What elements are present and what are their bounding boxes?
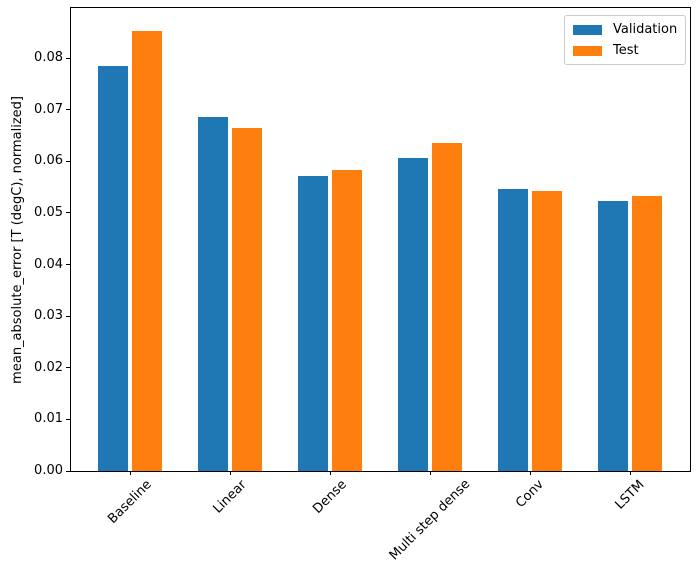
legend-label-validation: Validation xyxy=(613,22,678,37)
y-axis-label-text: mean_absolute_error [T (degC), normalize… xyxy=(9,95,25,384)
bar-validation-lstm xyxy=(597,200,628,471)
y-tick-mark xyxy=(66,315,70,317)
x-tick-label-multi-step-dense: Multi step dense xyxy=(387,477,474,564)
bar-validation-conv xyxy=(497,189,528,471)
x-tick-label-linear: Linear xyxy=(210,477,251,517)
bar-test-lstm xyxy=(631,195,662,471)
x-tick-mark xyxy=(630,471,631,475)
x-tick-label-lstm: LSTM xyxy=(612,477,649,513)
y-tick-label: 0.04 xyxy=(34,256,63,272)
legend-swatch-validation xyxy=(573,24,602,35)
y-tick-mark xyxy=(66,470,70,472)
bar-validation-dense xyxy=(297,175,328,471)
y-tick-mark xyxy=(66,264,70,266)
y-tick-label: 0.06 xyxy=(34,153,63,169)
y-tick-label: 0.00 xyxy=(34,463,63,478)
legend: Validation Test xyxy=(564,15,687,65)
x-tick-mark xyxy=(430,471,431,475)
legend-label-test: Test xyxy=(613,43,639,58)
y-tick-label: 0.02 xyxy=(34,359,63,375)
bar-test-dense xyxy=(331,170,362,471)
y-tick-mark xyxy=(66,160,70,162)
y-tick-mark xyxy=(66,57,70,59)
bar-test-linear xyxy=(231,128,262,471)
x-tick-label-box: Baseline xyxy=(105,477,156,527)
bar-test-conv xyxy=(531,190,562,471)
y-tick-label: 0.03 xyxy=(34,308,63,324)
y-tick-label: 0.01 xyxy=(34,411,63,427)
y-tick-mark xyxy=(66,212,70,214)
x-tick-label-box: LSTM xyxy=(612,477,648,513)
x-tick-label-baseline: Baseline xyxy=(105,477,156,527)
y-tick-mark xyxy=(66,367,70,369)
y-tick-label: 0.07 xyxy=(34,101,63,117)
y-tick-mark xyxy=(66,109,70,111)
y-axis-label: mean_absolute_error [T (degC), normalize… xyxy=(8,7,26,472)
legend-swatch-test xyxy=(573,45,602,56)
x-tick-label-box: Linear xyxy=(211,477,251,517)
plot-area xyxy=(70,7,691,472)
x-tick-mark xyxy=(230,471,231,475)
y-tick-mark xyxy=(66,418,70,420)
x-tick-label-conv: Conv xyxy=(513,477,548,512)
legend-item-test: Test xyxy=(573,43,677,58)
x-tick-mark xyxy=(530,471,531,475)
bar-validation-multi-step-dense xyxy=(397,158,428,471)
y-tick-label: 0.08 xyxy=(34,50,63,66)
x-tick-label-box: Multi step dense xyxy=(387,477,474,564)
legend-item-validation: Validation xyxy=(573,22,677,37)
bar-test-multi-step-dense xyxy=(431,143,462,471)
bar-validation-baseline xyxy=(97,65,128,471)
x-tick-label-dense: Dense xyxy=(310,477,351,517)
x-tick-mark xyxy=(130,471,131,475)
x-tick-mark xyxy=(330,471,331,475)
x-tick-label-box: Dense xyxy=(310,477,351,517)
bar-test-baseline xyxy=(131,31,162,471)
y-tick-label: 0.05 xyxy=(34,204,63,220)
x-tick-label-box: Conv xyxy=(513,477,548,512)
bar-validation-linear xyxy=(197,116,228,471)
